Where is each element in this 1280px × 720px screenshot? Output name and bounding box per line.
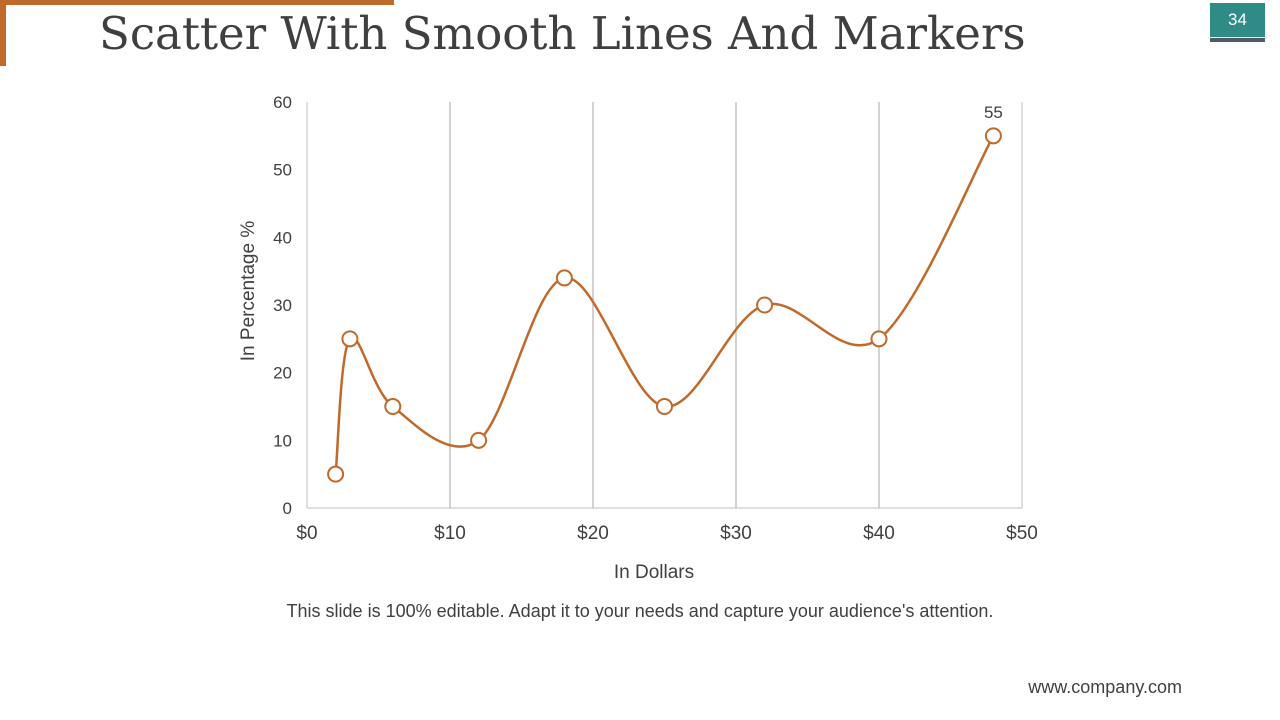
data-point-marker: [870, 330, 888, 348]
x-tick-label: $50: [1006, 523, 1038, 544]
series-line-1: [334, 134, 995, 476]
x-tick-label: $20: [577, 523, 609, 544]
y-tick-label: 40: [273, 228, 292, 247]
x-tick-label: $0: [296, 523, 317, 544]
data-point-marker: [756, 296, 774, 314]
slide-title: Scatter With Smooth Lines And Markers: [99, 7, 1026, 60]
data-label: 55: [984, 103, 1003, 122]
y-axis-title: In Percentage %: [238, 221, 259, 362]
data-point-marker: [555, 269, 573, 287]
slide-caption: This slide is 100% editable. Adapt it to…: [286, 601, 994, 621]
x-tick-label: $30: [720, 523, 752, 544]
data-point-marker: [984, 127, 1002, 145]
series-layer: [327, 127, 1002, 483]
accent-bar-top: [0, 0, 394, 5]
page-number-badge: 34: [1210, 3, 1265, 37]
data-point-marker: [327, 465, 345, 483]
x-axis-title: In Dollars: [614, 562, 694, 583]
axes: 0 10 20 30 40 50 60 $0 $10 $20 $30 $40 $50: [273, 93, 1038, 544]
data-point-marker: [341, 330, 359, 348]
gridlines: [449, 102, 880, 508]
page-number-underline: [1210, 38, 1265, 42]
y-tick-label: 0: [283, 499, 292, 518]
y-tick-label: 60: [273, 93, 292, 112]
data-point-marker: [656, 398, 673, 415]
data-point-marker: [470, 431, 488, 449]
labels: In Dollars In Percentage % 55: [238, 103, 1003, 583]
x-tick-label: $10: [434, 523, 466, 544]
footer-url: www.company.com: [1028, 677, 1182, 697]
y-tick-label: 30: [273, 296, 292, 315]
accent-bar-left: [0, 0, 6, 66]
y-tick-label: 10: [273, 431, 292, 450]
y-tick-label: 20: [273, 364, 292, 383]
y-tick-label: 50: [273, 161, 292, 180]
data-point-marker: [384, 398, 402, 415]
x-tick-label: $40: [863, 523, 895, 544]
